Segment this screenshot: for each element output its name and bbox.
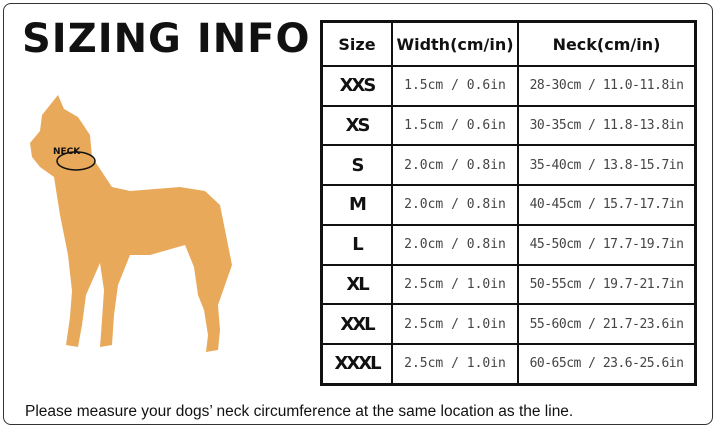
neck-cell: 30-35cm / 11.8-13.8in <box>517 104 697 147</box>
neck-cell: 60-65cm / 23.6-25.6in <box>517 342 697 386</box>
size-cell: XXL <box>320 303 393 345</box>
frame-border <box>3 3 713 425</box>
table-row: XL 2.5cm / 1.0in 50-55cm / 19.7-21.7in <box>320 263 697 306</box>
size-cell: XL <box>320 263 393 306</box>
size-cell: XXXL <box>320 342 393 386</box>
size-cell: S <box>320 144 393 187</box>
neck-cell: 28-30cm / 11.0-11.8in <box>517 65 697 107</box>
header-size: Size <box>320 20 393 67</box>
table-row: XS 1.5cm / 0.6in 30-35cm / 11.8-13.8in <box>320 104 697 147</box>
neck-cell: 50-55cm / 19.7-21.7in <box>517 263 697 306</box>
header-neck: Neck(cm/in) <box>517 20 697 67</box>
table-header-row: Size Width(cm/in) Neck(cm/in) <box>320 20 697 67</box>
neck-cell: 40-45cm / 15.7-17.7in <box>517 184 697 226</box>
table-row: L 2.0cm / 0.8in 45-50cm / 17.7-19.7in <box>320 223 697 266</box>
width-cell: 2.0cm / 0.8in <box>391 144 519 187</box>
size-cell: XXS <box>320 65 393 107</box>
size-cell: M <box>320 184 393 226</box>
width-cell: 2.5cm / 1.0in <box>391 303 519 345</box>
width-cell: 2.0cm / 0.8in <box>391 184 519 226</box>
dog-silhouette-icon: NECK <box>30 95 232 352</box>
width-cell: 1.5cm / 0.6in <box>391 104 519 147</box>
neck-cell: 55-60cm / 21.7-23.6in <box>517 303 697 345</box>
width-cell: 1.5cm / 0.6in <box>391 65 519 107</box>
page-title: SIZING INFO <box>22 16 311 62</box>
table-row: XXL 2.5cm / 1.0in 55-60cm / 21.7-23.6in <box>320 303 697 345</box>
width-cell: 2.0cm / 0.8in <box>391 223 519 266</box>
header-width: Width(cm/in) <box>391 20 519 67</box>
measure-note: Please measure your dogs’ neck circumfer… <box>25 403 574 420</box>
neck-cell: 45-50cm / 17.7-19.7in <box>517 223 697 266</box>
width-cell: 2.5cm / 1.0in <box>391 342 519 386</box>
neck-label: NECK <box>53 147 81 157</box>
table-row: XXS 1.5cm / 0.6in 28-30cm / 11.0-11.8in <box>320 65 697 107</box>
neck-cell: 35-40cm / 13.8-15.7in <box>517 144 697 187</box>
table-row: S 2.0cm / 0.8in 35-40cm / 13.8-15.7in <box>320 144 697 187</box>
size-table: Size Width(cm/in) Neck(cm/in) XXS 1.5cm /… <box>320 20 697 386</box>
table-row: XXXL 2.5cm / 1.0in 60-65cm / 23.6-25.6in <box>320 342 697 386</box>
neck-line <box>56 151 96 171</box>
width-cell: 2.5cm / 1.0in <box>391 263 519 306</box>
size-cell: XS <box>320 104 393 147</box>
table-row: M 2.0cm / 0.8in 40-45cm / 15.7-17.7in <box>320 184 697 226</box>
size-cell: L <box>320 223 393 266</box>
